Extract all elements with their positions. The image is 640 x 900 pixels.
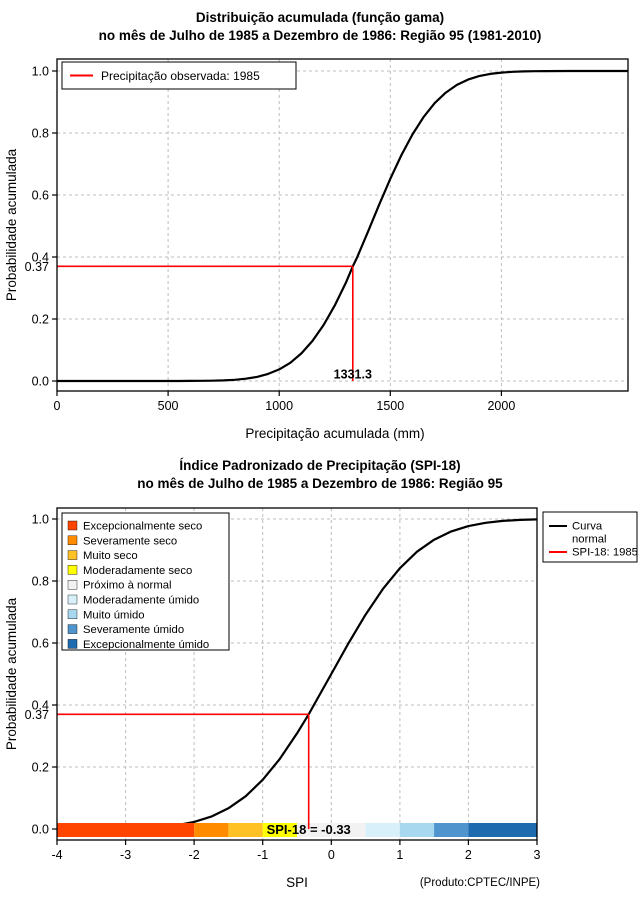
legend-label: Precipitação observada: 1985 [101, 69, 260, 83]
category-swatch [67, 520, 78, 531]
spi-annotation: SPI-18 = -0.33 [267, 822, 351, 837]
y-tick-label: 0.6 [32, 189, 49, 203]
spi-category-bar-segment [228, 823, 263, 837]
category-label: Muito úmido [83, 609, 145, 621]
category-swatch [67, 624, 78, 634]
category-label: Excepcionalmente úmido [83, 639, 209, 651]
plot-box [56, 58, 629, 392]
category-label: Moderadamente seco [83, 565, 192, 577]
chart-title: Índice Padronizado de Precipitação (SPI-… [179, 458, 460, 473]
marker-x-value: 1331.3 [334, 368, 372, 382]
y-tick-label: 0.2 [32, 313, 49, 327]
x-tick-label: -2 [189, 848, 200, 862]
legend-label: Curva [572, 521, 603, 533]
category-label: Severamente úmido [83, 624, 184, 636]
spi-category-bar-segment [194, 823, 229, 837]
y-tick-label: 0.8 [32, 575, 49, 589]
y-tick-label: 0.6 [32, 637, 49, 651]
chart-subtitle: no mês de Julho de 1985 a Dezembro de 19… [137, 476, 503, 491]
x-tick-label: 500 [158, 399, 179, 413]
x-tick-label: 2 [465, 848, 472, 862]
category-swatch [67, 609, 78, 620]
legend-label: SPI-18: 1985 [572, 547, 638, 559]
category-label: Excepcionalmente seco [83, 521, 202, 533]
marker-y-value: 0.37 [25, 260, 49, 274]
category-swatch [67, 565, 78, 575]
spi-category-bar-segment [297, 823, 366, 837]
y-tick-label: 0.4 [32, 251, 49, 265]
spi-category-bar-segment [365, 823, 400, 837]
cdf-curve [57, 69, 628, 383]
x-tick-label: 1 [396, 848, 403, 862]
spi-category-bar-segment [262, 823, 297, 837]
x-tick-label: 0 [328, 848, 335, 862]
x-tick-label: -4 [51, 848, 62, 862]
x-axis-label: Precipitação acumulada (mm) [245, 426, 424, 441]
y-tick-label: 0.0 [32, 375, 49, 389]
legend-box [61, 61, 297, 90]
x-tick-label: 1000 [265, 399, 293, 413]
x-tick-label: 3 [534, 848, 541, 862]
marker-y-value: 0.37 [25, 708, 49, 722]
legend-label: normal [572, 534, 607, 546]
category-swatch [67, 594, 78, 605]
y-axis-label: Probabilidade acumulada [4, 597, 19, 750]
category-swatch [67, 639, 78, 649]
y-tick-label: 0.4 [32, 699, 49, 713]
spi-category-bar-segment [399, 823, 435, 837]
source-note: (Produto:CPTEC/INPE) [420, 877, 540, 889]
x-tick-label: 2000 [487, 399, 515, 413]
spi-category-bar-segment [57, 823, 195, 837]
x-tick-label: 0 [54, 399, 61, 413]
chart-subtitle: no mês de Julho de 1985 a Dezembro de 19… [99, 28, 542, 43]
gamma-cdf-chart: 0.37 0 500 1000 1500 2000 0.0 0.2 0.4 0.6 0.8 1.0 13… [4, 10, 629, 441]
category-swatch [67, 535, 78, 546]
category-label: Severamente seco [83, 535, 177, 547]
x-tick-label: -1 [257, 848, 268, 862]
category-swatch [67, 550, 78, 560]
category-label: Moderadamente úmido [83, 595, 199, 607]
spi-cdf-chart: 0.37 -4 -3 -2 -1 0 1 2 3 0.0 0.2 0.4 0.6 0.8 1.0 SPI-18… [4, 458, 638, 890]
y-tick-label: 1.0 [32, 513, 49, 527]
spi-category-bar-segment [468, 823, 537, 837]
category-label: Muito seco [83, 550, 138, 562]
x-axis-label: SPI [286, 875, 308, 890]
category-swatch [67, 579, 78, 590]
y-tick-label: 0.8 [32, 127, 49, 141]
spi-category-bar-segment [434, 823, 469, 837]
line-legend-box [542, 511, 638, 563]
y-axis-label: Probabilidade acumulada [4, 148, 19, 301]
category-legend-box [61, 512, 230, 651]
chart-title: Distribuição acumulada (função gama) [196, 10, 444, 25]
y-tick-label: 1.0 [32, 65, 49, 79]
category-label: Próximo à normal [83, 580, 172, 592]
y-tick-label: 0.2 [32, 761, 49, 775]
y-tick-label: 0.0 [32, 823, 49, 837]
plot-box [56, 507, 538, 841]
x-tick-label: -3 [120, 848, 131, 862]
x-tick-label: 1500 [376, 399, 404, 413]
